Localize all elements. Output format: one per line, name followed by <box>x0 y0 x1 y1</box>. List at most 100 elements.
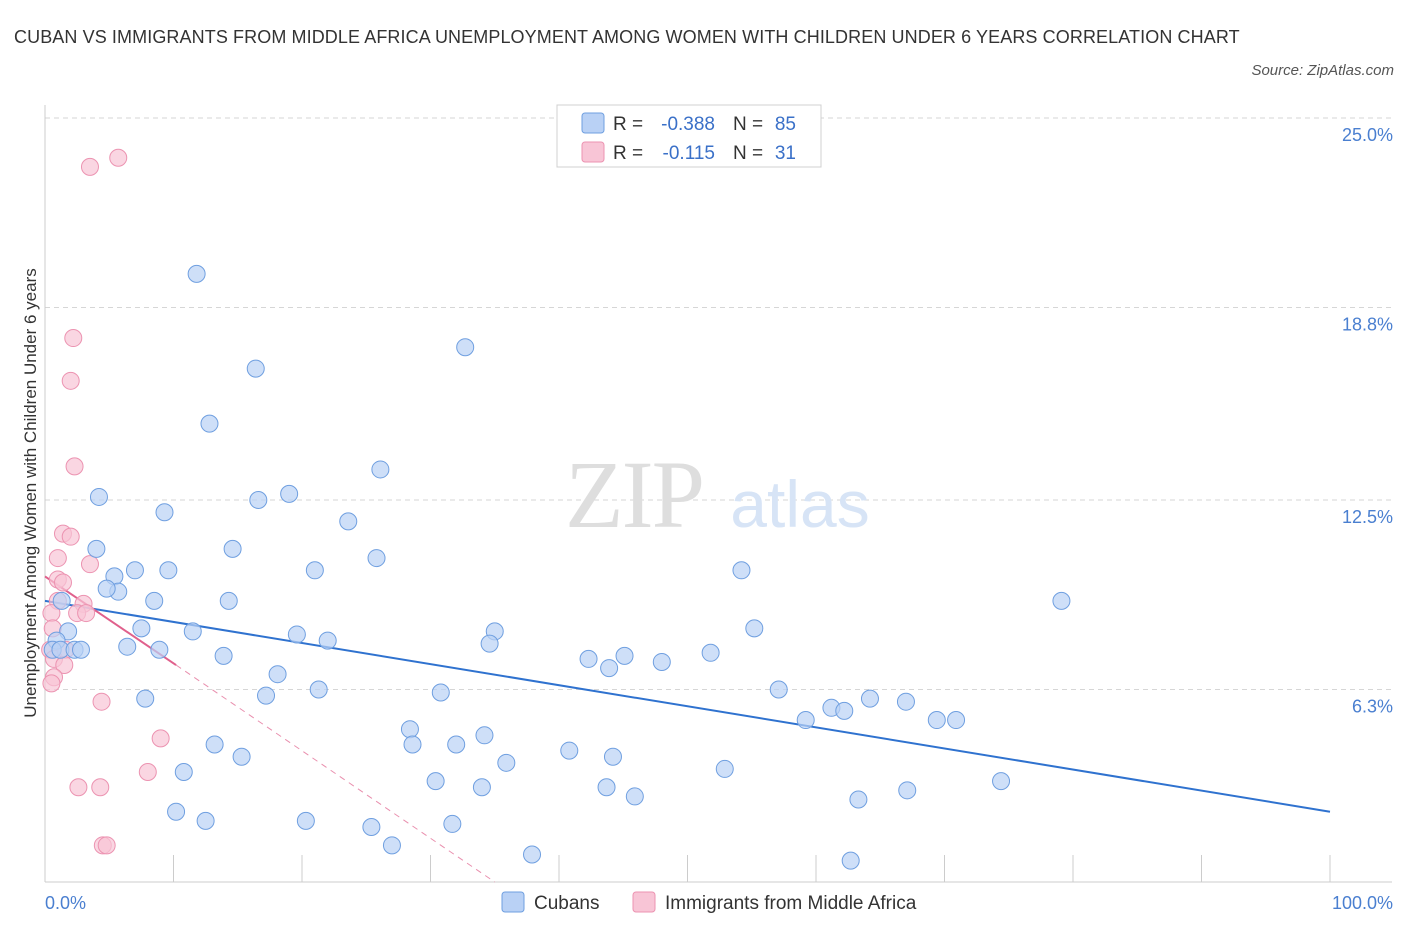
series-cubans <box>43 264 1071 870</box>
bottom-legend-swatch-africa <box>632 891 656 913</box>
legend-n-label-africa: N = <box>733 143 763 164</box>
point-africa-22 <box>42 674 61 693</box>
x-tick-label-1: 100.0% <box>1332 893 1393 913</box>
point-cubans-12 <box>367 549 386 568</box>
y-tick-label-0: 6.3% <box>1352 696 1393 716</box>
point-cubans-81 <box>382 836 401 855</box>
point-cubans-10 <box>87 539 106 558</box>
point-africa-23 <box>92 692 111 711</box>
bottom-legend: Cubans Immigrants from Middle Africa <box>501 891 917 914</box>
tick-labels: 6.3% 12.5% 18.8% 25.0% 0.0% 100.0% <box>45 125 1393 913</box>
point-cubans-23 <box>1052 591 1071 610</box>
point-cubans-69 <box>472 778 491 797</box>
y-axis-title: Unemployment Among Women with Children U… <box>21 268 40 717</box>
gridlines <box>45 117 1392 690</box>
point-cubans-75 <box>898 781 917 800</box>
point-cubans-73 <box>625 787 644 806</box>
x-tick-label-0: 0.0% <box>45 893 86 913</box>
point-cubans-47 <box>769 680 788 699</box>
point-cubans-77 <box>196 811 215 830</box>
point-cubans-16 <box>305 561 324 580</box>
point-africa-25 <box>138 762 157 781</box>
point-cubans-42 <box>652 652 671 671</box>
source-label: Source: ZipAtlas.com <box>1251 62 1394 79</box>
point-cubans-14 <box>125 561 144 580</box>
point-cubans-67 <box>174 762 193 781</box>
point-cubans-83 <box>841 851 860 870</box>
point-cubans-17 <box>732 561 751 580</box>
point-cubans-54 <box>860 689 879 708</box>
point-cubans-26 <box>287 625 306 644</box>
point-cubans-48 <box>136 689 155 708</box>
point-africa-4 <box>65 457 84 476</box>
point-cubans-39 <box>214 646 233 665</box>
point-cubans-79 <box>362 817 381 836</box>
point-cubans-21 <box>145 591 164 610</box>
point-cubans-82 <box>523 845 542 864</box>
legend-r-value-cubans: -0.388 <box>661 114 715 135</box>
point-cubans-74 <box>849 790 868 809</box>
bottom-legend-swatch-cubans <box>501 891 525 913</box>
legend-swatch-africa <box>581 141 605 163</box>
point-cubans-6 <box>249 491 268 509</box>
point-cubans-78 <box>296 811 315 830</box>
trend-line-cubans <box>44 599 1331 813</box>
point-africa-29 <box>97 836 116 855</box>
point-africa-3 <box>61 371 80 390</box>
point-africa-26 <box>69 778 88 797</box>
point-cubans-63 <box>560 741 579 760</box>
point-cubans-49 <box>257 686 276 705</box>
point-cubans-29 <box>480 634 499 653</box>
point-cubans-59 <box>205 735 224 754</box>
bottom-legend-label-africa: Immigrants from Middle Africa <box>665 893 917 914</box>
point-cubans-68 <box>426 772 445 791</box>
point-cubans-53 <box>835 701 854 720</box>
axes <box>44 105 1392 883</box>
point-africa-2 <box>64 329 83 348</box>
watermark: ZIP atlas <box>565 441 870 548</box>
watermark-zip: ZIP <box>565 441 703 548</box>
point-cubans-4 <box>371 460 390 479</box>
point-cubans-20 <box>52 591 71 610</box>
point-cubans-38 <box>150 640 169 659</box>
point-cubans-40 <box>579 649 598 668</box>
point-cubans-46 <box>309 680 328 699</box>
point-cubans-66 <box>603 747 622 766</box>
point-cubans-27 <box>318 631 337 650</box>
point-cubans-45 <box>268 665 287 684</box>
point-cubans-61 <box>447 735 466 754</box>
point-cubans-60 <box>403 735 422 754</box>
point-cubans-57 <box>947 711 966 730</box>
point-cubans-24 <box>132 619 151 638</box>
point-cubans-76 <box>167 802 186 821</box>
point-cubans-5 <box>89 487 108 506</box>
point-cubans-15 <box>159 561 178 580</box>
point-cubans-64 <box>232 747 251 766</box>
point-africa-0 <box>80 157 99 176</box>
point-cubans-1 <box>246 359 265 378</box>
point-cubans-30 <box>745 619 764 638</box>
point-cubans-62 <box>475 726 494 745</box>
point-cubans-70 <box>597 778 616 797</box>
point-africa-8 <box>80 555 99 574</box>
point-africa-1 <box>109 148 128 167</box>
point-cubans-8 <box>155 503 174 522</box>
point-cubans-51 <box>796 711 815 730</box>
point-cubans-11 <box>223 539 242 558</box>
point-cubans-44 <box>600 659 619 678</box>
legend-r-value-africa: -0.115 <box>663 143 715 164</box>
trend-line-africa-extension <box>175 664 496 883</box>
point-cubans-0 <box>187 264 206 283</box>
legend-n-value-africa: 31 <box>775 143 796 164</box>
y-tick-label-1: 12.5% <box>1342 507 1393 527</box>
point-cubans-19 <box>97 579 116 598</box>
point-africa-7 <box>48 549 67 568</box>
point-africa-24 <box>151 729 170 748</box>
point-cubans-80 <box>443 814 462 833</box>
point-cubans-7 <box>280 484 299 503</box>
legend-n-value-cubans: 85 <box>775 114 796 135</box>
point-cubans-65 <box>497 753 516 772</box>
point-cubans-22 <box>219 591 238 610</box>
point-cubans-9 <box>339 512 358 531</box>
